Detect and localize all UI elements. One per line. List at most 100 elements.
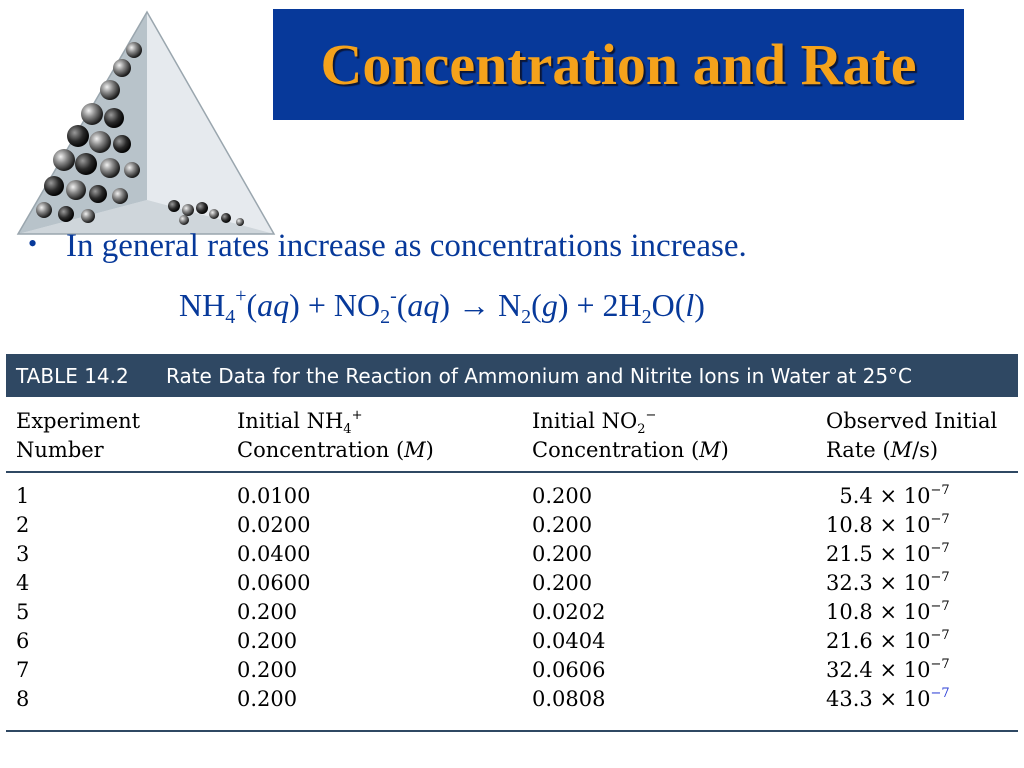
header-text: Initial NO xyxy=(532,409,638,433)
rate-value: 43.3 xyxy=(826,687,873,711)
cell-no2: 0.200 xyxy=(532,571,593,595)
header-line: Concentration (M) xyxy=(532,436,729,465)
cell-nh4: 0.200 xyxy=(237,600,298,624)
rate-times: × 10 xyxy=(879,600,931,624)
rate-times: × 10 xyxy=(879,542,931,566)
table-body: 1 0.0100 0.200 5.4 × 10−7 2 0.0200 0.200… xyxy=(6,484,1018,716)
cell-experiment: 5 xyxy=(16,600,30,624)
cell-no2: 0.0606 xyxy=(532,658,606,682)
table-row: 5 0.200 0.0202 10.8 × 10−7 xyxy=(6,600,1018,629)
rate-exponent: −7 xyxy=(930,512,950,527)
rate-value: 10.8 xyxy=(826,513,873,537)
cell-rate: 10.8 × 10−7 xyxy=(826,513,950,537)
table-row: 6 0.200 0.0404 21.6 × 10−7 xyxy=(6,629,1018,658)
table-row: 4 0.0600 0.200 32.3 × 10−7 xyxy=(6,571,1018,600)
table-row: 7 0.200 0.0606 32.4 × 10−7 xyxy=(6,658,1018,687)
rate-value: 21.5 xyxy=(826,542,873,566)
eq-state: aq xyxy=(257,287,290,323)
header-text: /s) xyxy=(912,438,939,462)
col-header-rate: Observed Initial Rate (M/s) xyxy=(826,407,997,465)
rate-exponent: −7 xyxy=(930,686,950,701)
cell-rate: 32.4 × 10−7 xyxy=(826,658,950,682)
header-text: ) xyxy=(425,438,434,462)
header-line: Concentration (M) xyxy=(237,436,434,465)
cell-experiment: 6 xyxy=(16,629,30,653)
header-sub: 4 xyxy=(343,422,352,437)
cell-experiment: 4 xyxy=(16,571,30,595)
eq-state: l xyxy=(685,287,695,323)
cell-no2: 0.0202 xyxy=(532,600,606,624)
col-header-nh4: Initial NH4+ Concentration (M) xyxy=(237,407,434,465)
table-row: 2 0.0200 0.200 10.8 × 10−7 xyxy=(6,513,1018,542)
eq-plus: + xyxy=(307,287,326,323)
header-text: Initial NH xyxy=(237,409,344,433)
header-unit: M xyxy=(890,438,913,462)
header-unit: M xyxy=(699,438,721,462)
rate-value: 32.3 xyxy=(826,571,873,595)
cell-experiment: 8 xyxy=(16,687,30,711)
cell-nh4: 0.0400 xyxy=(237,542,311,566)
table-bottom-rule xyxy=(6,730,1018,732)
rate-exponent: −7 xyxy=(930,599,950,614)
cell-nh4: 0.200 xyxy=(237,687,298,711)
table-caption-bar: TABLE 14.2 Rate Data for the Reaction of… xyxy=(6,354,1018,397)
eq-text: O xyxy=(651,287,675,323)
eq-product-1: N xyxy=(498,287,522,323)
rate-times: × 10 xyxy=(879,658,931,682)
eq-reactant-2: NO xyxy=(333,287,381,323)
rate-value: 5.4 xyxy=(839,484,873,508)
header-sup: − xyxy=(645,408,657,423)
header-line: Observed Initial xyxy=(826,409,998,433)
eq-sup: + xyxy=(235,285,247,307)
table-row: 8 0.200 0.0808 43.3 × 10−7 xyxy=(6,687,1018,716)
rate-exponent: −7 xyxy=(930,570,950,585)
col-header-no2: Initial NO2− Concentration (M) xyxy=(532,407,729,465)
rate-times: × 10 xyxy=(879,629,931,653)
cell-experiment: 1 xyxy=(16,484,30,508)
table-row: 1 0.0100 0.200 5.4 × 10−7 xyxy=(6,484,1018,513)
rate-times: × 10 xyxy=(879,687,931,711)
rate-value: 32.4 xyxy=(826,658,873,682)
cell-no2: 0.0808 xyxy=(532,687,606,711)
header-line: Experiment xyxy=(16,409,141,433)
eq-sup: - xyxy=(390,285,397,307)
eq-sub: 4 xyxy=(225,306,236,328)
col-header-experiment: Experiment Number xyxy=(16,407,140,465)
cell-nh4: 0.200 xyxy=(237,629,298,653)
bullet-point: • In general rates increase as concentrat… xyxy=(28,228,747,265)
cell-experiment: 7 xyxy=(16,658,30,682)
header-text: Concentration ( xyxy=(237,438,405,462)
cell-rate: 21.5 × 10−7 xyxy=(826,542,950,566)
eq-product-2: 2H xyxy=(602,287,642,323)
rate-data-table: TABLE 14.2 Rate Data for the Reaction of… xyxy=(6,354,1018,734)
header-sup: + xyxy=(351,408,363,423)
table-row: 3 0.0400 0.200 21.5 × 10−7 xyxy=(6,542,1018,571)
header-line: Initial NO2− xyxy=(532,407,729,436)
title-banner: Concentration and Rate xyxy=(273,9,964,120)
eq-plus: + xyxy=(576,287,595,323)
cell-no2: 0.0404 xyxy=(532,629,606,653)
eq-state: g xyxy=(541,287,558,323)
rate-value: 10.8 xyxy=(826,600,873,624)
tetrahedron-logo xyxy=(16,10,276,235)
rate-exponent: −7 xyxy=(930,657,950,672)
bullet-text: In general rates increase as concentrati… xyxy=(66,228,747,264)
header-text: Concentration ( xyxy=(532,438,700,462)
rate-times: × 10 xyxy=(879,513,931,537)
slide-title: Concentration and Rate xyxy=(320,32,917,97)
header-text: ) xyxy=(720,438,729,462)
table-caption: Rate Data for the Reaction of Ammonium a… xyxy=(166,363,913,388)
cell-rate: 32.3 × 10−7 xyxy=(826,571,950,595)
cell-experiment: 3 xyxy=(16,542,30,566)
header-line: Initial NH4+ xyxy=(237,407,434,436)
cell-rate: 21.6 × 10−7 xyxy=(826,629,950,653)
eq-state: aq xyxy=(407,287,440,323)
rate-exponent: −7 xyxy=(930,541,950,556)
header-line: Rate (M/s) xyxy=(826,436,997,465)
cell-rate: 43.3 × 10−7 xyxy=(826,687,950,711)
eq-sub: 2 xyxy=(521,306,532,328)
cell-nh4: 0.200 xyxy=(237,658,298,682)
cell-no2: 0.200 xyxy=(532,542,593,566)
eq-sub: 2 xyxy=(380,306,391,328)
cell-rate: 10.8 × 10−7 xyxy=(826,600,950,624)
